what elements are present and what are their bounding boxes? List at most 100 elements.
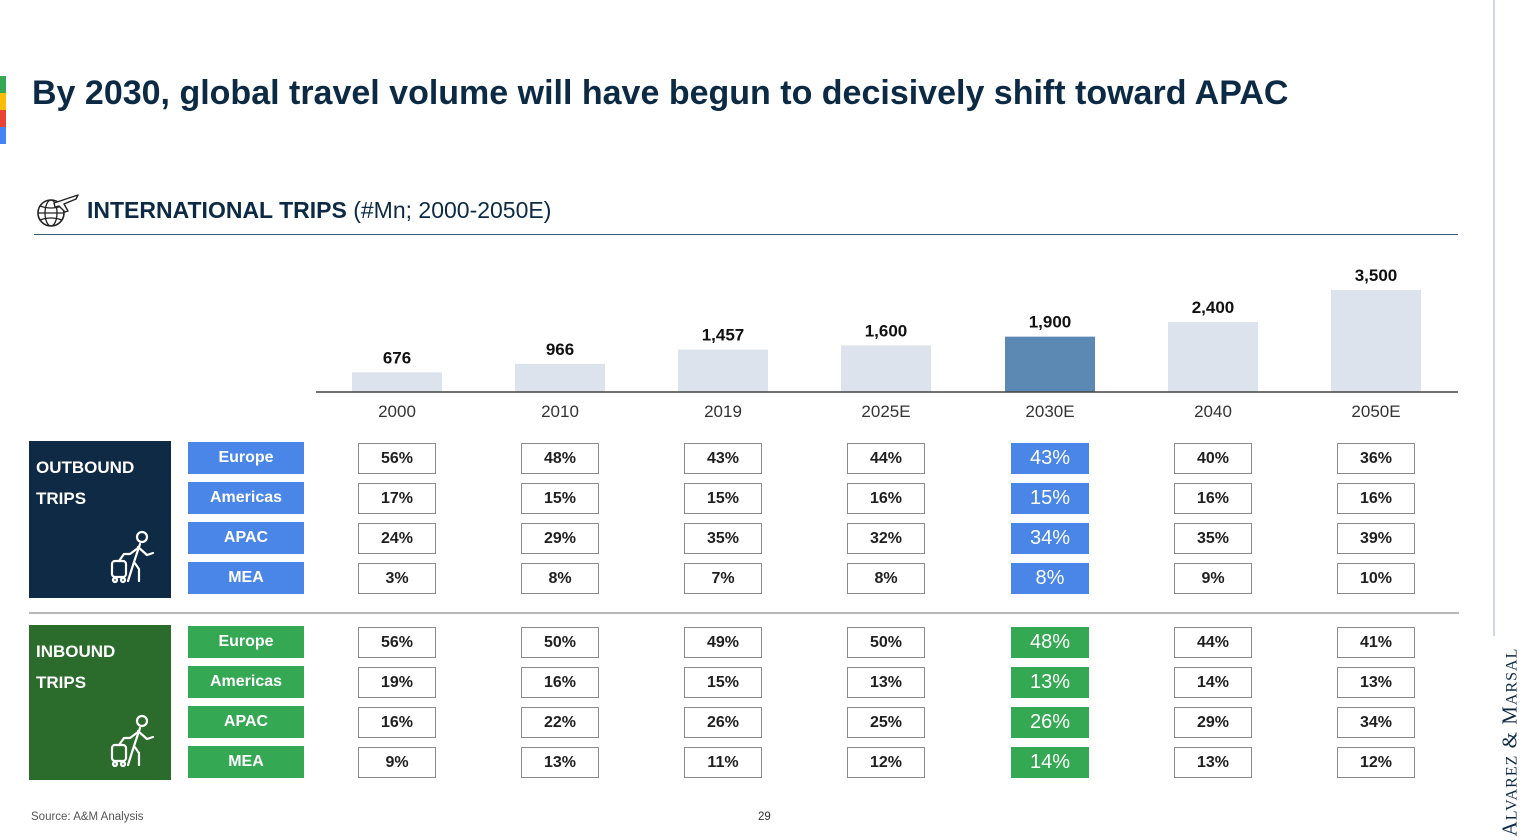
- outbound-share-cell: 35%: [684, 523, 762, 554]
- outbound-label-line2: TRIPS: [36, 489, 87, 508]
- outbound-share-cell: 17%: [358, 483, 436, 514]
- tick-label-2025E: 2025E: [861, 402, 910, 421]
- outbound-share-cell: 36%: [1337, 443, 1415, 474]
- inbound-region-mea: MEA: [188, 746, 304, 778]
- value-label-2010: 966: [546, 340, 574, 359]
- value-label-2000: 676: [383, 348, 411, 367]
- inbound-region-americas: Americas: [188, 666, 304, 698]
- inbound-share-cell: 16%: [358, 707, 436, 738]
- outbound-label-line1: OUTBOUND: [36, 458, 135, 477]
- inbound-label-line2: TRIPS: [36, 673, 87, 692]
- inbound-share-cell: 26%: [1011, 707, 1089, 738]
- outbound-share-cell: 16%: [1174, 483, 1252, 514]
- inbound-share-cell: 13%: [847, 667, 925, 698]
- section-label: INTERNATIONAL TRIPS (#Mn; 2000-2050E): [87, 197, 551, 224]
- inbound-share-cell: 34%: [1337, 707, 1415, 738]
- value-label-2025E: 1,600: [865, 321, 908, 340]
- outbound-share-cell: 35%: [1174, 523, 1252, 554]
- inbound-share-cell: 50%: [521, 627, 599, 658]
- value-label-2019: 1,457: [702, 326, 745, 345]
- outbound-share-cell: 8%: [521, 563, 599, 594]
- outbound-share-cell: 39%: [1337, 523, 1415, 554]
- inbound-share-cell: 25%: [847, 707, 925, 738]
- traveler-walking-icon: [110, 530, 155, 584]
- section-divider: [29, 612, 1459, 614]
- inbound-region-europe: Europe: [188, 626, 304, 658]
- accent-bar-red: [0, 110, 6, 127]
- tick-label-2000: 2000: [378, 402, 416, 421]
- inbound-share-cell: 41%: [1337, 627, 1415, 658]
- bar-2019: [678, 349, 768, 392]
- outbound-share-cell: 16%: [1337, 483, 1415, 514]
- value-label-2040: 2,400: [1192, 298, 1235, 317]
- page-number: 29: [758, 811, 771, 823]
- tick-label-2030E: 2030E: [1025, 402, 1074, 421]
- value-label-2030E: 1,900: [1029, 313, 1072, 332]
- inbound-share-cell: 29%: [1174, 707, 1252, 738]
- section-header: INTERNATIONAL TRIPS (#Mn; 2000-2050E): [34, 188, 1458, 235]
- value-label-2050E: 3,500: [1355, 266, 1398, 285]
- outbound-share-cell: 3%: [358, 563, 436, 594]
- trips-bar-chart: 676 2000 966 2010 1,457 2019 1,600 2025E 1,900 20…: [316, 266, 1458, 421]
- inbound-share-cell: 13%: [1174, 747, 1252, 778]
- outbound-share-cell: 8%: [847, 563, 925, 594]
- outbound-share-cell: 15%: [1011, 483, 1089, 514]
- bar-2010: [515, 363, 605, 392]
- inbound-share-cell: 14%: [1174, 667, 1252, 698]
- inbound-share-cell: 12%: [847, 747, 925, 778]
- outbound-share-cell: 44%: [847, 443, 925, 474]
- inbound-share-cell: 48%: [1011, 627, 1089, 658]
- inbound-share-cell: 50%: [847, 627, 925, 658]
- outbound-region-mea: MEA: [188, 562, 304, 594]
- inbound-share-cell: 12%: [1337, 747, 1415, 778]
- outbound-share-cell: 43%: [684, 443, 762, 474]
- tick-label-2050E: 2050E: [1351, 402, 1400, 421]
- source-note: Source: A&M Analysis: [31, 811, 144, 823]
- brand-logo: ALVAREZ & MARSAL: [1497, 647, 1522, 837]
- inbound-share-cell: 14%: [1011, 747, 1089, 778]
- inbound-share-cell: 19%: [358, 667, 436, 698]
- section-label-detail: (#Mn; 2000-2050E): [346, 197, 552, 223]
- inbound-share-cell: 49%: [684, 627, 762, 658]
- right-divider: [1493, 0, 1495, 636]
- outbound-share-cell: 15%: [521, 483, 599, 514]
- outbound-region-americas: Americas: [188, 482, 304, 514]
- inbound-region-apac: APAC: [188, 706, 304, 738]
- bar-2025E: [841, 345, 931, 392]
- inbound-share-cell: 44%: [1174, 627, 1252, 658]
- inbound-share-cell: 13%: [521, 747, 599, 778]
- accent-bar-yellow: [0, 93, 6, 110]
- outbound-share-cell: 10%: [1337, 563, 1415, 594]
- outbound-share-cell: 7%: [684, 563, 762, 594]
- bar-2050E: [1331, 290, 1421, 392]
- inbound-share-cell: 16%: [521, 667, 599, 698]
- outbound-region-apac: APAC: [188, 522, 304, 554]
- outbound-share-cell: 29%: [521, 523, 599, 554]
- inbound-share-cell: 11%: [684, 747, 762, 778]
- outbound-share-cell: 34%: [1011, 523, 1089, 554]
- inbound-share-cell: 22%: [521, 707, 599, 738]
- page-title: By 2030, global travel volume will have …: [32, 74, 1289, 112]
- inbound-share-cell: 26%: [684, 707, 762, 738]
- outbound-share-cell: 32%: [847, 523, 925, 554]
- outbound-share-cell: 16%: [847, 483, 925, 514]
- inbound-share-cell: 56%: [358, 627, 436, 658]
- outbound-block: OUTBOUND TRIPS: [29, 441, 171, 598]
- traveler-walking-icon: [110, 714, 155, 768]
- inbound-share-cell: 15%: [684, 667, 762, 698]
- bar-2030E: [1005, 336, 1095, 392]
- outbound-share-cell: 56%: [358, 443, 436, 474]
- globe-airplane-icon: [37, 194, 79, 227]
- outbound-region-europe: Europe: [188, 442, 304, 474]
- outbound-share-cell: 8%: [1011, 563, 1089, 594]
- tick-label-2019: 2019: [704, 402, 742, 421]
- outbound-share-cell: 24%: [358, 523, 436, 554]
- bar-2040: [1168, 322, 1258, 392]
- outbound-share-cell: 48%: [521, 443, 599, 474]
- inbound-block: INBOUND TRIPS: [29, 625, 171, 780]
- outbound-share-cell: 43%: [1011, 443, 1089, 474]
- inbound-share-cell: 13%: [1337, 667, 1415, 698]
- tick-label-2010: 2010: [541, 402, 579, 421]
- bar-2000: [352, 372, 442, 392]
- accent-bar-green: [0, 76, 6, 93]
